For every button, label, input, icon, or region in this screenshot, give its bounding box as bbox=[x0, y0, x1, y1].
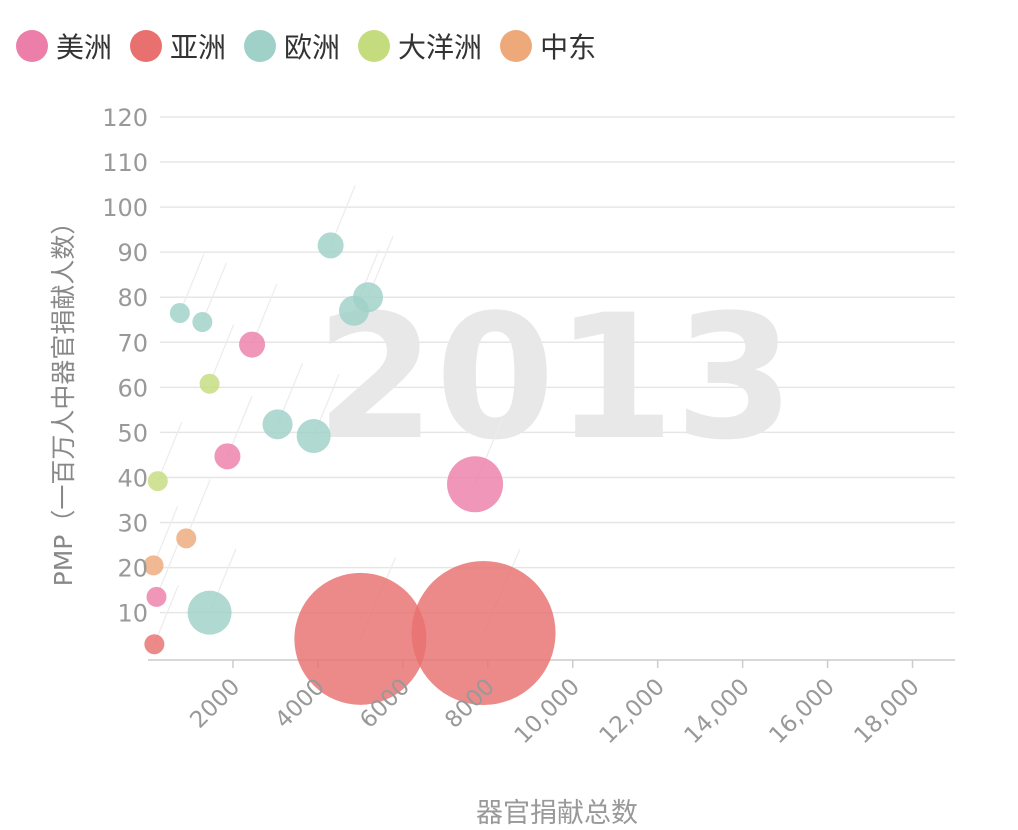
legend-label: 亚洲 bbox=[170, 31, 227, 64]
x-tick-labels: 2000 4000 6000 8000 10,000 12,000 14,000 16,000… bbox=[185, 674, 924, 749]
bubble-series2-point0[interactable] bbox=[169, 303, 190, 324]
trail-line bbox=[185, 479, 211, 539]
bubble-series0-point1[interactable] bbox=[214, 443, 241, 470]
y-tick-label: 90 bbox=[117, 239, 148, 267]
x-tick-label: 18,000 bbox=[849, 674, 924, 749]
bubble-series2-point5[interactable] bbox=[317, 232, 344, 259]
legend-label: 欧洲 bbox=[284, 31, 341, 64]
bubble-series2-point4[interactable] bbox=[296, 419, 331, 454]
trail-line bbox=[201, 262, 227, 323]
legend-swatch bbox=[358, 30, 391, 62]
x-axis-label: 器官捐献总数 bbox=[476, 798, 638, 829]
y-tick-label: 70 bbox=[117, 329, 148, 357]
bubble-series1-point2[interactable] bbox=[411, 560, 556, 705]
legend-item-0[interactable]: 美洲 bbox=[16, 26, 112, 66]
bubble-series3-point1[interactable] bbox=[199, 373, 220, 394]
y-tick-label: 120 bbox=[102, 104, 148, 132]
legend-item-2[interactable]: 欧洲 bbox=[244, 26, 340, 66]
legend-label: 美洲 bbox=[56, 31, 113, 64]
y-tick-label: 30 bbox=[117, 510, 148, 538]
bubble-series3-point0[interactable] bbox=[147, 471, 168, 492]
y-tick-label: 110 bbox=[102, 149, 148, 177]
bubble-series2-point2[interactable] bbox=[187, 590, 232, 635]
y-tick-labels: 10 20 30 40 50 60 70 80 90 100 110 120 bbox=[102, 104, 148, 628]
bubble-series2-point7[interactable] bbox=[353, 282, 384, 313]
legend-item-3[interactable]: 大洋洲 bbox=[358, 26, 482, 66]
trail-line bbox=[179, 253, 205, 314]
legend-swatch bbox=[16, 30, 48, 62]
background-year: 2013 bbox=[316, 277, 795, 478]
legend-item-1[interactable]: 亚洲 bbox=[130, 26, 226, 66]
x-tick-label: 16,000 bbox=[765, 674, 840, 749]
trail-line bbox=[157, 421, 183, 482]
legend: 美洲 亚洲 欧洲 大洋洲 中东 bbox=[16, 26, 614, 66]
y-tick-label: 40 bbox=[117, 464, 148, 492]
bubble-series1-point1[interactable] bbox=[294, 572, 427, 705]
legend-swatch bbox=[130, 30, 163, 62]
trail-line bbox=[152, 506, 179, 566]
y-tick-label: 60 bbox=[117, 374, 148, 402]
trail-line bbox=[153, 585, 179, 645]
bubble-series4-point0[interactable] bbox=[143, 555, 164, 576]
legend-label: 大洋洲 bbox=[398, 31, 483, 64]
y-tick-label: 10 bbox=[117, 600, 148, 628]
x-tick-label: 14,000 bbox=[680, 674, 755, 749]
y-tick-label: 80 bbox=[117, 284, 148, 312]
x-axis bbox=[148, 659, 955, 668]
bubble-series4-point1[interactable] bbox=[176, 528, 197, 549]
y-tick-label: 20 bbox=[117, 555, 148, 583]
legend-swatch bbox=[244, 30, 277, 62]
legend-label: 中东 bbox=[540, 31, 597, 64]
bubble-series0-point3[interactable] bbox=[447, 456, 504, 513]
bubbles bbox=[143, 232, 556, 705]
legend-item-4[interactable]: 中东 bbox=[500, 26, 596, 66]
y-tick-label: 50 bbox=[117, 419, 148, 447]
grid-lines bbox=[160, 116, 955, 614]
bubble-series2-point1[interactable] bbox=[192, 312, 213, 333]
bubble-series0-point0[interactable] bbox=[146, 586, 167, 607]
trail-line bbox=[209, 324, 235, 384]
x-tick-label: 12,000 bbox=[595, 674, 670, 749]
bubble-series0-point2[interactable] bbox=[239, 331, 266, 358]
trail-line bbox=[155, 537, 182, 598]
legend-swatch bbox=[500, 30, 533, 62]
bubble-series1-point0[interactable] bbox=[144, 634, 165, 655]
y-axis-label: PMP（一百万人中器官捐献人数） bbox=[49, 209, 78, 587]
y-tick-label: 100 bbox=[102, 194, 148, 222]
bubble-series2-point3[interactable] bbox=[262, 409, 293, 440]
x-tick-label: 2000 bbox=[185, 674, 245, 734]
